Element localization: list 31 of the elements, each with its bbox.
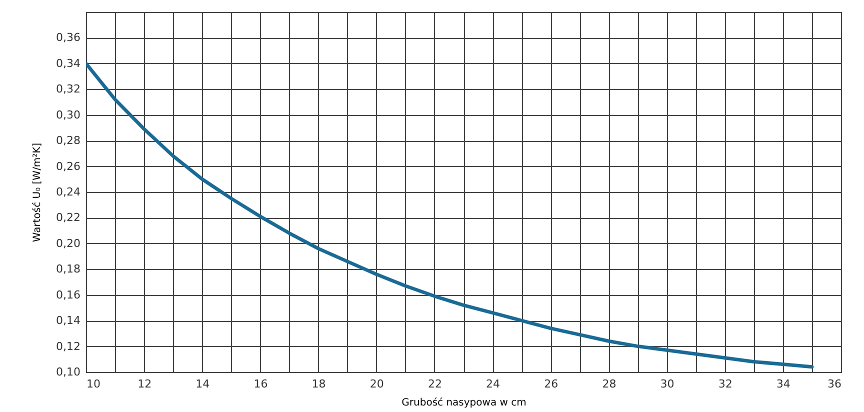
y-tick-label: 0,10: [56, 366, 80, 378]
x-tick-label: 18: [312, 378, 326, 390]
x-tick-label: 36: [828, 378, 842, 390]
x-tick-label: 12: [138, 378, 152, 390]
y-tick-label: 0,22: [56, 211, 80, 224]
x-tick-label: 26: [544, 378, 558, 390]
y-tick-label: 0,14: [56, 314, 80, 328]
x-tick-label: 14: [196, 378, 210, 390]
y-tick-label: 0,32: [56, 82, 80, 96]
y-tick-label: 0,28: [56, 134, 80, 148]
line-series: [86, 62, 814, 369]
y-tick-label: 0,36: [56, 31, 80, 44]
x-tick-label: 20: [370, 378, 384, 390]
y-tick-label: 0,26: [56, 160, 80, 173]
x-tick-label: 30: [660, 378, 674, 390]
x-axis-title: Grubość nasypowa w cm: [402, 396, 526, 408]
y-axis-title: Wartość U₀ [W/m²K]: [31, 142, 44, 242]
y-tick-label: 0,24: [56, 186, 80, 198]
y-tick-label: 0,18: [56, 262, 80, 276]
x-tick-label: 28: [602, 378, 616, 390]
x-tick-label: 34: [776, 378, 790, 390]
x-tick-label: 24: [486, 378, 500, 390]
y-tick-label: 0,16: [56, 288, 80, 302]
x-tick-label: 10: [86, 378, 100, 390]
y-tick-label: 0,12: [56, 340, 80, 353]
y-tick-label: 0,34: [56, 56, 80, 70]
x-tick-label: 22: [428, 378, 442, 390]
y-tick-label: 0,20: [56, 236, 80, 250]
y-tick-label: 0,30: [56, 108, 80, 122]
x-tick-label: 32: [718, 378, 732, 390]
x-tick-label: 16: [254, 378, 268, 390]
